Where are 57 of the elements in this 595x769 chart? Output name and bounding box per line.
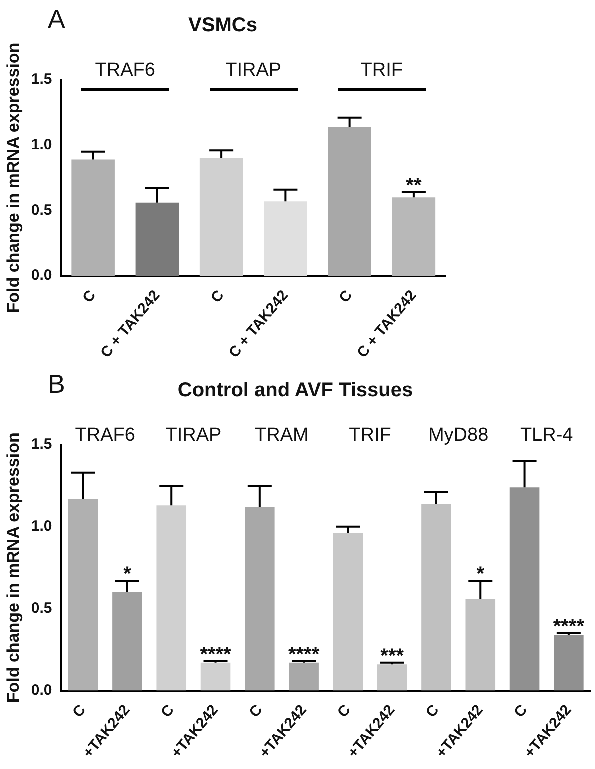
y-tick-label: 0.5	[31, 600, 52, 617]
annotation: TIRAP	[166, 425, 222, 447]
bar	[333, 533, 364, 691]
bar	[466, 599, 496, 691]
x-tick-label: C	[246, 702, 266, 722]
data-label: ****	[200, 644, 232, 666]
y-axis-title: Fold change in mRNA expression	[4, 42, 23, 314]
data-label: ***	[380, 645, 404, 668]
x-tick-label: C	[511, 702, 532, 722]
bar	[392, 198, 436, 276]
bar	[377, 664, 408, 691]
x-tick-label: C	[208, 287, 228, 306]
annotation: TRAF6	[75, 425, 136, 447]
bar	[289, 662, 319, 691]
data-label: *	[124, 564, 132, 586]
bar	[156, 506, 187, 691]
x-tick-label: C	[80, 287, 100, 306]
chart-title: VSMCs	[188, 14, 258, 37]
bar	[510, 488, 540, 691]
y-tick-label: 1.0	[31, 518, 52, 536]
bar	[200, 662, 231, 691]
x-tick-label: C	[158, 702, 178, 722]
bar	[264, 202, 308, 276]
y-tick-label: 1.5	[31, 71, 52, 88]
x-tick-label: C	[70, 702, 90, 722]
x-tick-label: C	[336, 287, 356, 306]
y-tick-label: 0.0	[31, 267, 52, 284]
bar	[68, 499, 98, 691]
chart-title: Control and AVF Tissues	[178, 380, 414, 402]
y-tick-label: 0.5	[31, 202, 52, 219]
annotation: TLR-4	[520, 425, 574, 447]
y-tick-label: 0.0	[31, 682, 52, 699]
bar	[245, 507, 275, 691]
data-label: **	[406, 174, 422, 197]
bar	[200, 158, 244, 276]
annotation: TRIF	[349, 425, 392, 447]
y-axis-title: Fold change in mRNA expression	[4, 432, 23, 704]
bar	[112, 592, 142, 691]
bar	[554, 635, 584, 691]
bar	[136, 202, 180, 276]
annotation: TRIF	[360, 60, 403, 82]
annotation: TRAM	[255, 425, 309, 447]
text: B	[48, 369, 66, 400]
y-tick-label: 1.5	[31, 436, 52, 454]
x-tick-label: C	[334, 702, 355, 722]
bar	[72, 160, 115, 276]
data-label: ****	[288, 644, 320, 666]
data-label: ****	[553, 616, 585, 638]
bar	[422, 504, 452, 691]
annotation: MyD88	[428, 425, 489, 447]
data-label: *	[476, 564, 485, 586]
x-tick-label: C	[422, 702, 443, 722]
y-tick-label: 1.0	[31, 136, 52, 154]
text: A	[48, 4, 66, 35]
annotation: TIRAP	[226, 60, 282, 82]
annotation: TRAF6	[95, 60, 156, 82]
bar	[328, 127, 372, 276]
